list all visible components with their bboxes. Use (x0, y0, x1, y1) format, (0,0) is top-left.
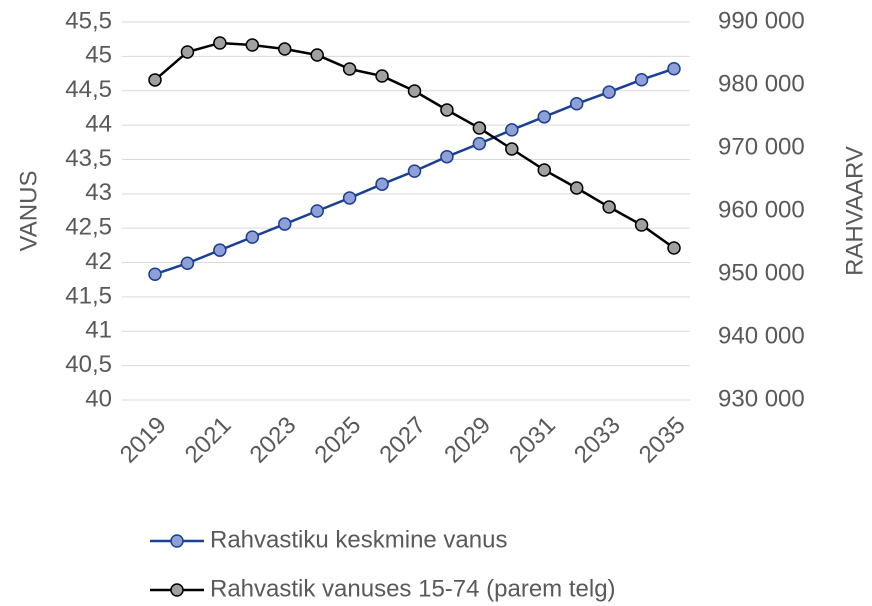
y-tick-label: 41,5 (65, 282, 112, 309)
data-point (180, 256, 195, 270)
data-point (634, 72, 649, 87)
data-point (213, 36, 227, 50)
data-point (375, 177, 389, 191)
legend-label: Rahvastik vanuses 15-74 (parem telg) (210, 575, 616, 602)
x-tick-label: 2031 (504, 412, 561, 469)
data-point (537, 163, 551, 177)
y-tick-label: 42,5 (65, 214, 112, 241)
y-tick-label: 43 (85, 179, 112, 206)
data-point (472, 136, 487, 151)
data-point (569, 181, 584, 195)
y2-tick-label: 980 000 (718, 70, 805, 97)
data-point (667, 61, 681, 76)
x-tick-label: 2021 (180, 412, 237, 469)
legend-marker (170, 534, 184, 548)
data-point (245, 38, 260, 52)
x-tick-label: 2019 (115, 412, 172, 469)
data-point (407, 84, 422, 98)
data-point (407, 164, 422, 178)
y-tick-label: 45,5 (65, 7, 112, 34)
data-point (667, 241, 681, 255)
data-point (537, 110, 551, 124)
legend-label: Rahvastiku keskmine vanus (210, 526, 507, 553)
y-axis-title: VANUS (15, 171, 42, 252)
legend-marker (170, 583, 184, 597)
data-point (245, 230, 260, 244)
data-point (180, 45, 195, 59)
data-point (634, 218, 649, 232)
y-tick-label: 42 (85, 248, 112, 275)
x-tick-label: 2029 (439, 412, 496, 469)
data-point (602, 200, 616, 214)
y2-tick-label: 930 000 (718, 385, 805, 412)
y2-tick-label: 950 000 (718, 259, 805, 286)
y-tick-label: 44 (85, 110, 112, 137)
data-point (278, 217, 292, 231)
x-tick-label: 2027 (374, 412, 431, 469)
data-point (148, 267, 162, 281)
data-point (472, 121, 487, 135)
y-tick-label: 44,5 (65, 76, 112, 103)
series-line (154, 41, 675, 250)
x-tick-label: 2025 (310, 412, 367, 469)
data-point (375, 69, 389, 83)
y2-tick-label: 990 000 (718, 7, 805, 34)
y-tick-label: 43,5 (65, 145, 112, 172)
data-point (213, 243, 227, 257)
data-point (310, 204, 324, 218)
data-point (278, 42, 292, 56)
data-point (342, 191, 357, 205)
x-tick-label: 2033 (569, 412, 626, 469)
data-point (505, 142, 519, 156)
y2-tick-label: 940 000 (718, 322, 805, 349)
data-point (505, 123, 519, 137)
data-point (569, 97, 584, 111)
data-point (602, 85, 616, 99)
y-tick-label: 41 (85, 317, 112, 344)
data-point (440, 149, 454, 164)
y-tick-label: 40 (85, 385, 112, 412)
y-tick-label: 40,5 (65, 351, 112, 378)
data-point (148, 73, 162, 87)
y2-tick-label: 960 000 (718, 196, 805, 223)
data-point (440, 103, 454, 117)
x-tick-label: 2035 (634, 412, 691, 469)
y2-axis-title: RAHVAARV (841, 146, 868, 276)
y2-tick-label: 970 000 (718, 133, 805, 160)
data-point (342, 62, 357, 76)
y-tick-label: 45 (85, 42, 112, 69)
x-tick-label: 2023 (245, 412, 302, 469)
data-point (310, 48, 324, 62)
